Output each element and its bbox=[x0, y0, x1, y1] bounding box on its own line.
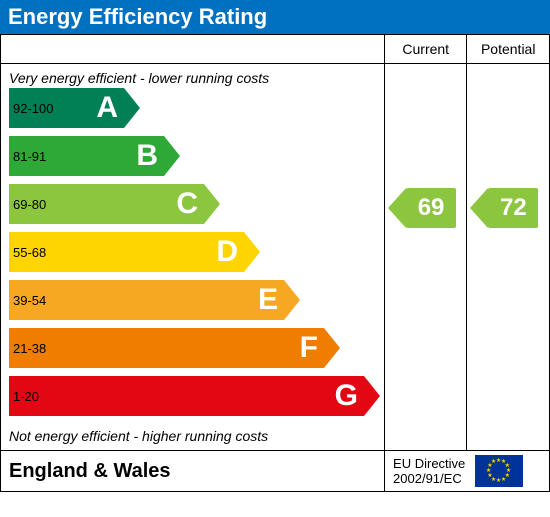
footer-region: England & Wales bbox=[1, 451, 385, 492]
band-letter: C bbox=[176, 187, 198, 221]
band-range: 81-91 bbox=[13, 149, 46, 164]
potential-value: 72 bbox=[488, 188, 538, 228]
band-letter: G bbox=[335, 379, 358, 413]
caption-efficient: Very energy efficient - lower running co… bbox=[1, 64, 384, 88]
band-a: 92-100 A bbox=[9, 88, 124, 128]
band-c: 69-80 C bbox=[9, 184, 204, 224]
band-range: 21-38 bbox=[13, 341, 46, 356]
eu-flag-icon: ★★★★★★★★★★★★ bbox=[475, 455, 523, 487]
band-range: 92-100 bbox=[13, 101, 53, 116]
band-range: 55-68 bbox=[13, 245, 46, 260]
current-value: 69 bbox=[406, 188, 456, 228]
chart-title: Energy Efficiency Rating bbox=[0, 0, 550, 34]
band-g: 1-20 G bbox=[9, 376, 364, 416]
rating-bars: 92-100 A 81-91 B 69-80 C 55-68 D 39-54 E 21-38 F 1-2… bbox=[1, 88, 384, 424]
footer-directive-cell: EU Directive 2002/91/EC ★★★★★★★★★★★★ bbox=[385, 451, 550, 492]
band-letter: D bbox=[216, 235, 238, 269]
band-letter: B bbox=[136, 139, 158, 173]
band-letter: A bbox=[96, 91, 118, 125]
directive-label: EU Directive bbox=[393, 456, 465, 471]
band-b: 81-91 B bbox=[9, 136, 164, 176]
chart-grid: Current Potential Very energy efficient … bbox=[0, 34, 550, 492]
caption-inefficient: Not energy efficient - higher running co… bbox=[1, 424, 384, 450]
band-range: 69-80 bbox=[13, 197, 46, 212]
band-letter: E bbox=[258, 283, 278, 317]
scale-column: Very energy efficient - lower running co… bbox=[1, 64, 385, 451]
potential-column: 72 bbox=[467, 64, 550, 451]
col-current-header: Current bbox=[385, 35, 467, 64]
epc-chart: Energy Efficiency Rating Current Potenti… bbox=[0, 0, 550, 492]
col-potential-header: Potential bbox=[467, 35, 550, 64]
band-letter: F bbox=[300, 331, 318, 365]
band-range: 1-20 bbox=[13, 389, 39, 404]
directive-code: 2002/91/EC bbox=[393, 471, 462, 486]
band-d: 55-68 D bbox=[9, 232, 244, 272]
band-e: 39-54 E bbox=[9, 280, 284, 320]
band-f: 21-38 F bbox=[9, 328, 324, 368]
current-arrow: 69 bbox=[388, 188, 456, 228]
band-range: 39-54 bbox=[13, 293, 46, 308]
current-column: 69 bbox=[385, 64, 467, 451]
potential-arrow: 72 bbox=[470, 188, 538, 228]
